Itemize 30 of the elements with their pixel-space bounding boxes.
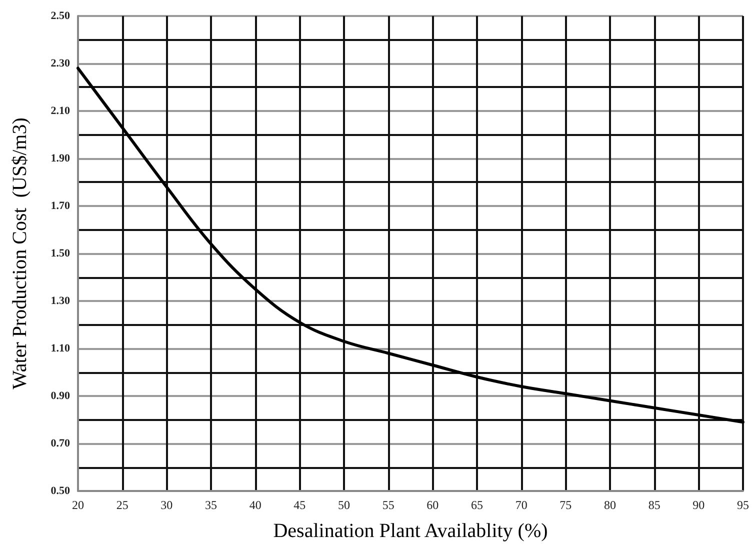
x-tick-label: 20 — [72, 498, 84, 512]
y-tick-label: 2.10 — [50, 105, 70, 117]
y-tick-label: 2.50 — [50, 10, 70, 22]
y-tick-label: 0.70 — [50, 438, 70, 450]
y-tick-label: 0.90 — [50, 390, 70, 402]
x-tick-label: 35 — [205, 498, 217, 512]
y-tick-label: 1.50 — [50, 248, 70, 260]
x-axis-title: Desalination Plant Availablity (%) — [273, 520, 548, 542]
x-tick-label: 40 — [249, 498, 262, 512]
x-tick-label: 60 — [426, 498, 439, 512]
x-tick-label: 85 — [648, 498, 660, 512]
y-tick-label: 2.30 — [50, 58, 70, 70]
x-tick-label: 65 — [471, 498, 483, 512]
y-tick-label: 1.90 — [50, 152, 70, 164]
x-tick-label: 30 — [160, 498, 173, 512]
y-tick-label: 1.30 — [50, 295, 70, 307]
x-tick-label: 95 — [737, 498, 749, 512]
y-tick-label: 1.10 — [50, 342, 70, 354]
x-tick-label: 45 — [294, 498, 306, 512]
x-tick-label: 50 — [338, 498, 350, 512]
x-tick-label: 55 — [382, 498, 394, 512]
y-tick-label: 0.50 — [50, 485, 70, 497]
x-tick-label: 90 — [692, 498, 705, 512]
y-axis-title: Water Production Cost (US$/m3) — [9, 118, 31, 390]
x-tick-label: 70 — [515, 498, 528, 512]
line-series — [76, 66, 744, 424]
y-tick-label: 1.70 — [50, 200, 70, 212]
x-tick-label: 75 — [560, 498, 572, 512]
x-tick-label: 25 — [116, 498, 128, 512]
x-tick-label: 80 — [604, 498, 616, 512]
